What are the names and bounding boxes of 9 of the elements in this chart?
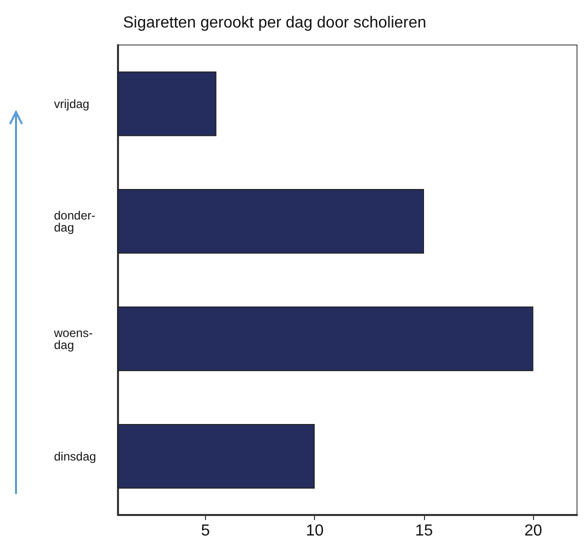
y-tick-label: vrijdag [54, 96, 90, 111]
x-tick-label: 5 [200, 522, 210, 540]
y-tick-label: donder- dag [54, 208, 96, 234]
x-tick-label: 10 [306, 522, 324, 540]
x-tick-label: 15 [415, 522, 433, 540]
x-tick-label: 20 [524, 522, 542, 540]
y-tick-label: woens- dag [53, 326, 93, 352]
y-tick-label: dinsdag [54, 449, 96, 464]
chart-title: Sigaretten gerookt per dag door scholieren [123, 14, 426, 32]
